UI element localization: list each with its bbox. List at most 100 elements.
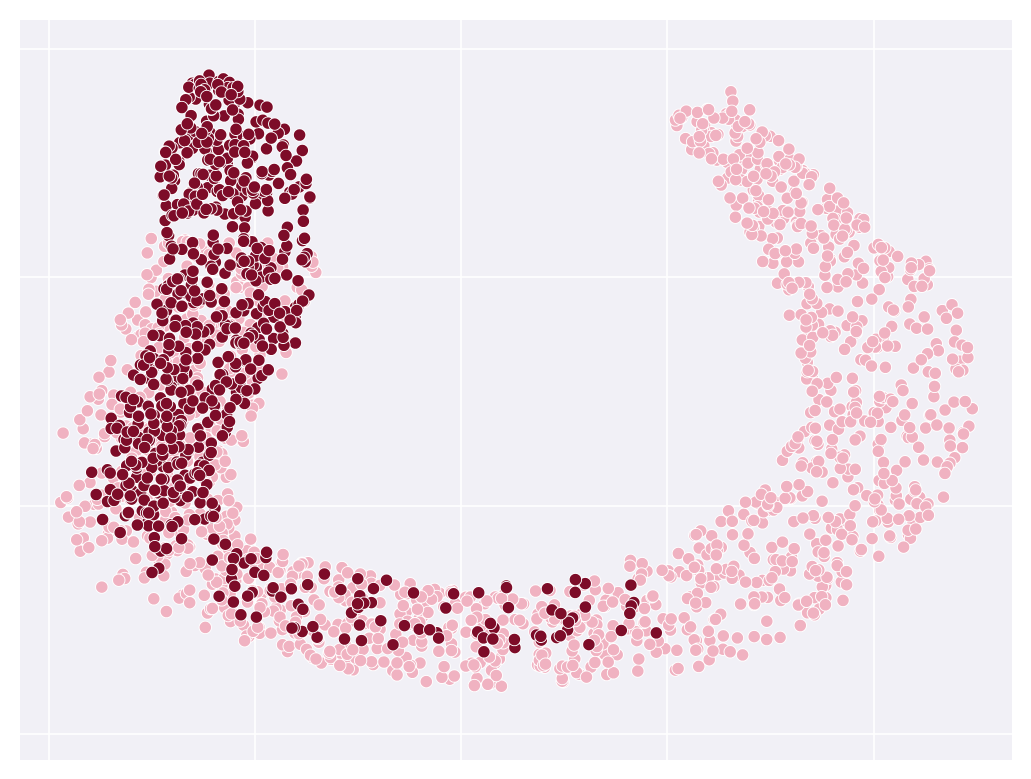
- scatter-point-series-0: [716, 629, 730, 643]
- scatter-point-series-0: [787, 541, 801, 556]
- scatter-point-series-0: [905, 396, 919, 411]
- scatter-point-series-0: [129, 551, 143, 566]
- scatter-point-series-0: [112, 573, 126, 587]
- scatter-point-series-1: [317, 567, 332, 581]
- scatter-point-series-1: [568, 585, 582, 600]
- scatter-point-series-0: [140, 268, 154, 282]
- scatter-point-series-0: [836, 593, 850, 608]
- scatter-point-series-0: [847, 385, 861, 399]
- scatter-point-series-0: [140, 246, 154, 260]
- scatter-point-series-0: [59, 490, 74, 504]
- scatter-point-series-1: [190, 339, 205, 354]
- scatter-point-series-0: [723, 645, 737, 659]
- scatter-point-series-0: [865, 531, 879, 546]
- scatter-point-series-0: [848, 433, 862, 447]
- scatter-point-series-0: [845, 533, 859, 547]
- scatter-point-series-0: [588, 655, 602, 670]
- scatter-point-series-0: [224, 467, 238, 482]
- scatter-point-series-1: [228, 579, 242, 593]
- scatter-point-series-1: [554, 606, 568, 621]
- scatter-point-series-1: [162, 337, 176, 352]
- scatter-point-series-0: [810, 434, 824, 448]
- scatter-point-series-0: [696, 117, 710, 131]
- scatter-point-series-0: [917, 310, 931, 324]
- scatter-point-series-1: [195, 187, 210, 201]
- scatter-point-series-0: [276, 547, 290, 562]
- scatter-point-series-0: [781, 205, 795, 219]
- scatter-point-series-1: [211, 242, 225, 256]
- scatter-point-series-0: [886, 394, 900, 409]
- scatter-point-series-0: [694, 572, 708, 586]
- scatter-point-series-1: [214, 128, 228, 142]
- scatter-point-series-0: [124, 332, 139, 347]
- scatter-point-series-1: [350, 597, 365, 611]
- scatter-point-series-1: [268, 117, 282, 131]
- scatter-point-series-1: [337, 632, 352, 646]
- scatter-point-series-0: [746, 169, 761, 183]
- scatter-point-series-0: [817, 231, 831, 245]
- scatter-point-series-0: [886, 303, 901, 317]
- scatter-point-series-0: [878, 270, 892, 285]
- scatter-point-series-1: [115, 467, 130, 482]
- scatter-point-series-1: [179, 353, 193, 367]
- scatter-point-series-0: [825, 432, 840, 447]
- scatter-point-series-0: [782, 308, 797, 322]
- scatter-point-series-0: [275, 367, 289, 381]
- scatter-point-series-1: [295, 253, 309, 267]
- scatter-point-series-1: [186, 247, 201, 261]
- scatter-point-series-0: [877, 466, 891, 481]
- scatter-point-series-0: [760, 632, 774, 647]
- scatter-point-series-0: [104, 353, 118, 368]
- scatter-point-series-1: [507, 632, 522, 647]
- scatter-point-series-1: [262, 243, 276, 258]
- scatter-point-series-0: [824, 446, 838, 461]
- scatter-point-series-1: [223, 401, 237, 415]
- scatter-point-series-1: [151, 519, 166, 533]
- scatter-point-series-1: [147, 377, 161, 392]
- scatter-point-series-0: [312, 598, 326, 612]
- scatter-point-series-0: [799, 313, 813, 327]
- scatter-point-series-1: [174, 532, 189, 546]
- scatter-point-series-0: [915, 279, 929, 293]
- scatter-point-series-0: [747, 551, 762, 566]
- scatter-point-series-1: [146, 328, 160, 342]
- scatter-point-series-1: [113, 525, 127, 540]
- scatter-point-series-0: [237, 634, 252, 648]
- scatter-point-series-0: [80, 404, 95, 418]
- scatter-point-series-0: [765, 540, 779, 555]
- scatter-point-series-0: [222, 493, 236, 508]
- scatter-point-series-1: [238, 145, 252, 159]
- scatter-point-series-0: [567, 638, 581, 652]
- scatter-point-series-0: [630, 627, 645, 641]
- scatter-point-series-0: [396, 598, 410, 613]
- scatter-point-series-0: [183, 596, 197, 610]
- scatter-point-series-0: [949, 323, 963, 337]
- scatter-point-series-0: [489, 668, 503, 683]
- scatter-point-series-1: [140, 471, 155, 485]
- scatter-point-series-0: [437, 659, 451, 674]
- scatter-point-series-1: [227, 166, 241, 180]
- scatter-point-series-1: [284, 582, 299, 596]
- scatter-point-series-1: [614, 623, 628, 638]
- scatter-point-series-0: [778, 590, 792, 605]
- scatter-point-series-0: [201, 568, 215, 582]
- scatter-point-series-0: [723, 191, 737, 205]
- scatter-point-series-1: [159, 396, 174, 411]
- scatter-point-series-1: [191, 351, 205, 366]
- scatter-point-series-0: [909, 483, 923, 497]
- scatter-point-series-0: [128, 295, 142, 310]
- scatter-point-series-0: [799, 594, 814, 608]
- scatter-point-series-1: [169, 152, 183, 167]
- scatter-point-series-1: [283, 313, 297, 327]
- scatter-point-series-0: [938, 403, 952, 417]
- scatter-point-series-0: [809, 465, 824, 479]
- scatter-point-series-0: [826, 476, 840, 490]
- scatter-point-series-1: [193, 468, 207, 483]
- scatter-point-series-1: [212, 589, 226, 603]
- scatter-point-series-0: [538, 657, 553, 671]
- scatter-point-series-0: [309, 652, 323, 666]
- scatter-point-series-0: [92, 387, 106, 401]
- scatter-point-series-0: [839, 578, 854, 592]
- scatter-point-series-0: [579, 670, 594, 684]
- scatter-point-series-0: [92, 370, 106, 384]
